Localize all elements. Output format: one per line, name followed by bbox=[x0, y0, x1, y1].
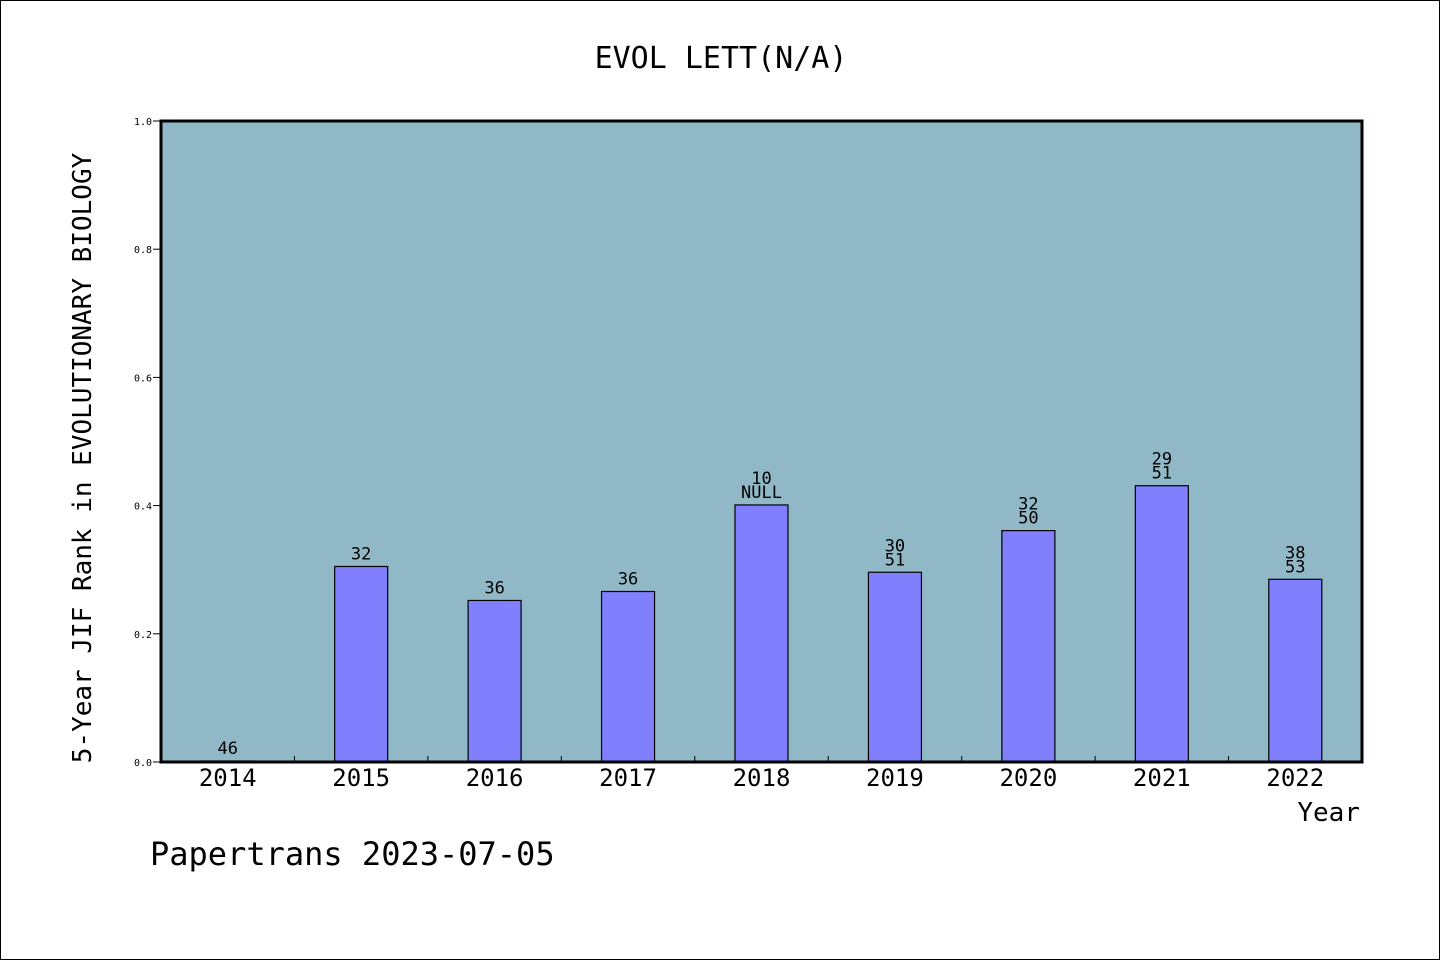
x-tick-label-2020: 2020 bbox=[999, 764, 1057, 792]
bar-2015 bbox=[334, 565, 389, 763]
bar-label-2015-1: 32 bbox=[351, 544, 371, 564]
x-tick-label-2017: 2017 bbox=[599, 764, 657, 792]
bar-label-2016-1: 36 bbox=[484, 578, 504, 598]
bar-2019 bbox=[867, 571, 923, 763]
y-tick-label-0.2: 0.2 bbox=[134, 630, 152, 641]
y-axis-ticks: 0.0 0.2 0.4 0.6 0.8 1.0 bbox=[134, 117, 161, 769]
bar-2022 bbox=[1268, 578, 1323, 763]
bar-label-2021-1: 29 bbox=[1152, 450, 1172, 470]
bar-label-2018-1: 10 bbox=[751, 469, 771, 489]
footer-text: Papertrans 2023-07-05 bbox=[150, 835, 555, 873]
x-tick-label-2021: 2021 bbox=[1133, 764, 1191, 792]
bar-label-2018-2: NULL bbox=[741, 483, 782, 503]
x-tick-label-2014: 2014 bbox=[199, 764, 257, 792]
x-tick-label-2015: 2015 bbox=[332, 764, 390, 792]
y-tick-label-0.4: 0.4 bbox=[134, 502, 152, 513]
y-tick-label-0.6: 0.6 bbox=[134, 373, 152, 384]
x-tick-label-2018: 2018 bbox=[733, 764, 791, 792]
y-axis-label: 5-Year JIF Rank in EVOLUTIONARY BIOLOGY bbox=[68, 152, 98, 763]
bar-label-2022-1: 38 bbox=[1285, 543, 1305, 563]
bar-label-2020-1: 32 bbox=[1018, 495, 1038, 515]
plot-frame bbox=[159, 119, 1364, 764]
chart-title: EVOL LETT(N/A) bbox=[595, 41, 848, 76]
bar-2020 bbox=[1001, 529, 1056, 763]
x-tick-label-2019: 2019 bbox=[866, 764, 924, 792]
bar-label-2019-1: 30 bbox=[885, 536, 905, 556]
x-axis-ticks: 2014 2015 2016 2017 2018 2019 2020 2021 2022 bbox=[199, 756, 1324, 792]
x-tick-label-2022: 2022 bbox=[1266, 764, 1324, 792]
bar-label-2021-2: 51 bbox=[1152, 464, 1172, 484]
bar-label-2017-1: 36 bbox=[618, 569, 638, 589]
bar-label-2019-2: 51 bbox=[885, 550, 905, 570]
y-tick-label-1.0: 1.0 bbox=[134, 117, 152, 128]
bar-2021 bbox=[1134, 485, 1189, 763]
bar-label-2020-2: 50 bbox=[1018, 509, 1038, 529]
x-tick-label-2016: 2016 bbox=[466, 764, 524, 792]
bar-2016 bbox=[467, 599, 522, 763]
bar-label-2022-2: 53 bbox=[1285, 557, 1305, 577]
bar-2017 bbox=[600, 590, 656, 763]
bar-label-2014-1: 46 bbox=[217, 739, 237, 759]
bars-group bbox=[200, 485, 1323, 763]
y-tick-label-0.0: 0.0 bbox=[134, 758, 152, 769]
x-axis-label: Year bbox=[1297, 798, 1360, 828]
y-tick-label-0.8: 0.8 bbox=[134, 245, 152, 256]
bar-2018 bbox=[734, 504, 789, 763]
